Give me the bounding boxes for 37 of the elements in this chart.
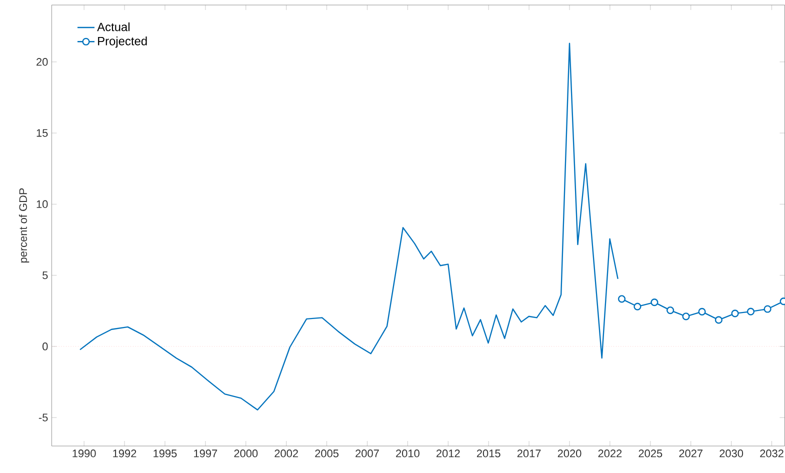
point — [666, 306, 674, 314]
point — [650, 298, 658, 306]
point — [682, 312, 690, 320]
x-tick-label: 2025 — [638, 450, 662, 458]
y-tick-label: 15 — [36, 129, 48, 137]
x-tick-label: 2015 — [476, 450, 500, 458]
x-tick-label: 2007 — [356, 450, 379, 458]
point — [764, 305, 772, 313]
x-tick-label: 1997 — [194, 450, 218, 458]
x-tick-label: 2027 — [679, 450, 702, 458]
x-tick-label: 2002 — [274, 450, 298, 458]
point — [746, 308, 755, 316]
point — [618, 295, 626, 303]
x-tick-label: 1990 — [72, 450, 96, 458]
point — [731, 310, 739, 318]
x-tick-label: 2010 — [396, 450, 420, 458]
y-tick-label: 0 — [42, 342, 48, 350]
y-axis-title: percent of GDP — [18, 188, 30, 263]
point — [714, 316, 722, 324]
legend-label: Actual — [97, 22, 130, 32]
x-tick-label: 2017 — [517, 450, 541, 458]
y-tick-label: 20 — [36, 58, 48, 66]
x-tick-label: 2030 — [720, 450, 744, 458]
x-tick-label: 2032 — [760, 450, 784, 458]
y-tick-label: 5 — [42, 271, 48, 280]
x-tick-label: 2000 — [234, 450, 258, 458]
x-tick-label: 1995 — [154, 450, 177, 458]
point — [698, 308, 706, 316]
y-tick-label: -5 — [38, 414, 48, 422]
point — [634, 302, 642, 310]
x-tick-label: 2020 — [558, 450, 582, 458]
x-tick-label: 2022 — [598, 450, 622, 458]
x-tick-label: 2005 — [315, 450, 338, 458]
y-tick-label: 10 — [36, 200, 48, 208]
x-tick-label: 1992 — [113, 450, 136, 458]
x-tick-label: 2012 — [436, 450, 460, 458]
legend-label: Projected — [98, 36, 147, 48]
